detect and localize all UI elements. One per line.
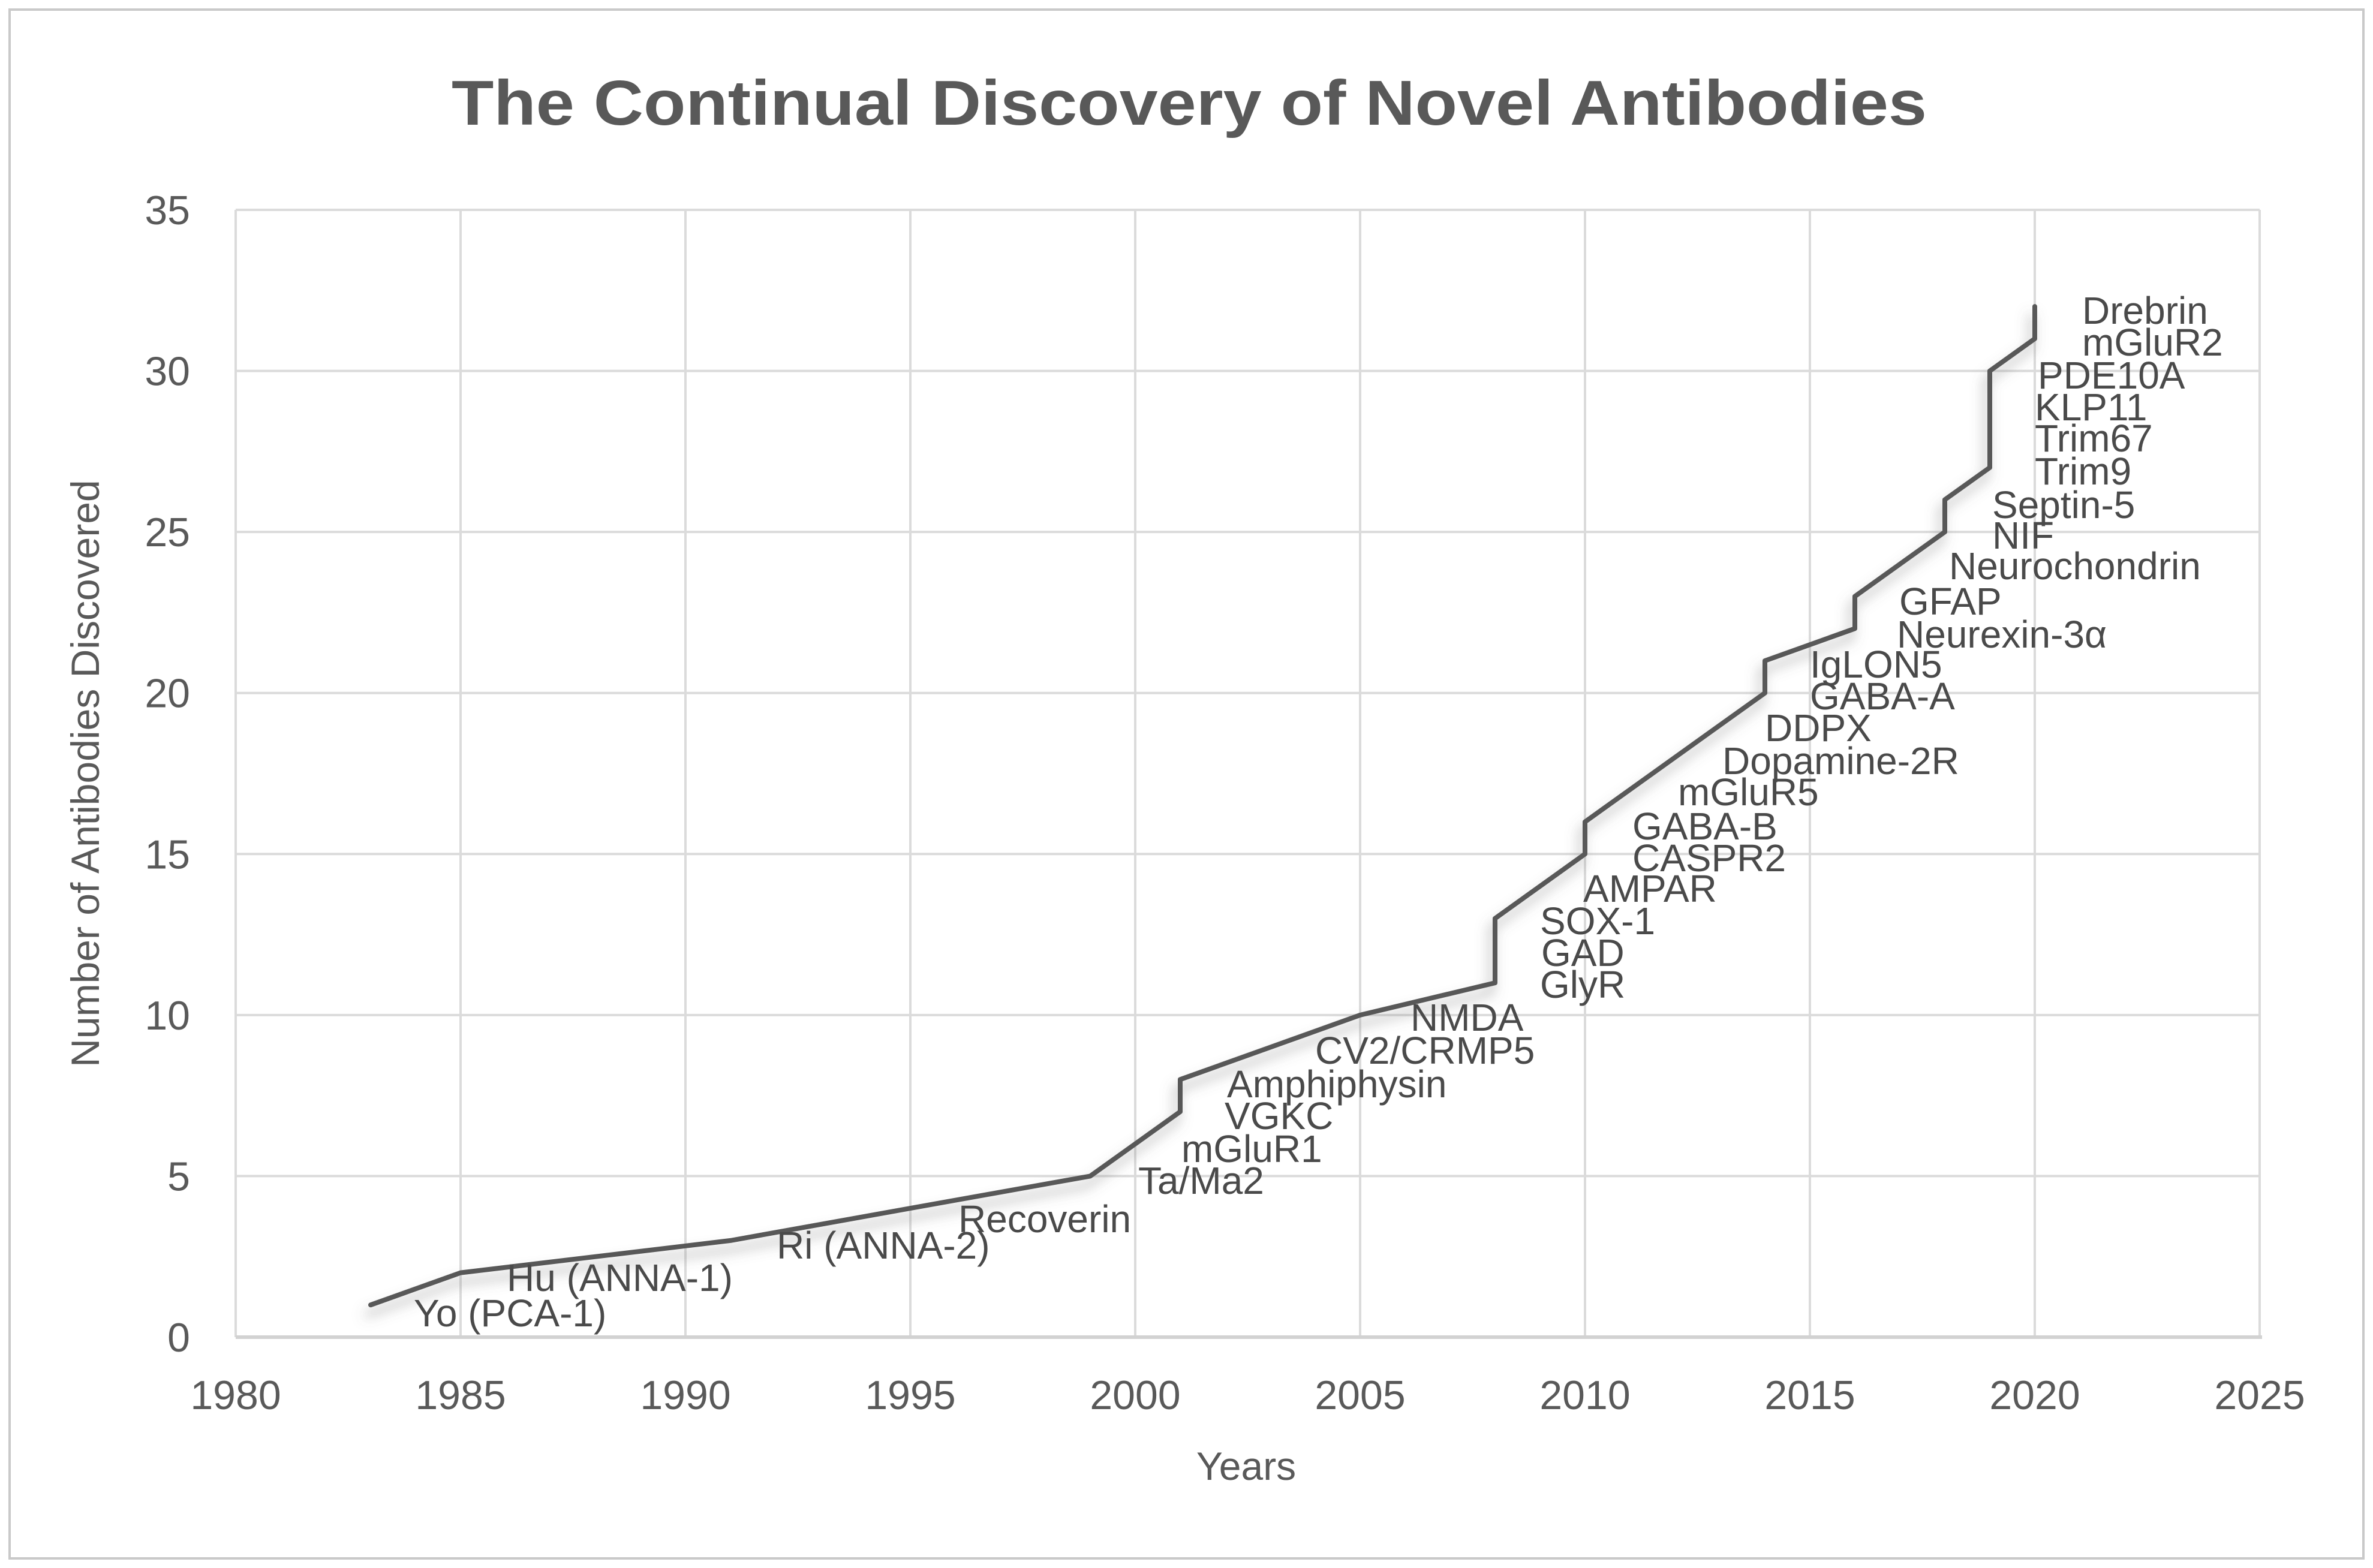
point-label: CV2/CRMP5 — [1315, 1029, 1535, 1072]
point-label: Ri (ANNA-2) — [777, 1224, 990, 1267]
y-axis-tick-labels: 0 5 10 15 20 25 30 35 — [145, 188, 190, 1361]
point-label: Neurexin-3α — [1897, 613, 2107, 656]
x-tick-label: 2010 — [1539, 1373, 1630, 1418]
x-tick-label: 2005 — [1315, 1373, 1405, 1418]
point-label: SOX-1 — [1540, 899, 1655, 943]
point-label: PDE10A — [2038, 354, 2185, 397]
y-tick-label: 25 — [145, 510, 190, 555]
point-label: AMPAR — [1583, 867, 1717, 910]
y-axis-title: Number of Antibodies Discovered — [63, 480, 107, 1067]
point-label: Dopamine-2R — [1722, 739, 1959, 783]
point-label: GFAP — [1899, 580, 2002, 623]
point-labels: Yo (PCA-1)Hu (ANNA-1) Ri (ANNA-2)Recoveri… — [414, 289, 2223, 1335]
point-label: VGKC — [1225, 1094, 1333, 1137]
x-tick-label: 2025 — [2214, 1373, 2305, 1418]
point-label: Yo (PCA-1) — [414, 1292, 606, 1335]
y-tick-label: 35 — [145, 188, 190, 233]
chart-border — [8, 8, 2365, 1560]
y-tick-label: 10 — [145, 993, 190, 1039]
point-label: Drebrin — [2082, 289, 2208, 332]
x-tick-label: 2015 — [1764, 1373, 1855, 1418]
point-label: GAD — [1541, 931, 1625, 974]
y-tick-label: 15 — [145, 832, 190, 877]
point-label: CASPR2 — [1632, 836, 1786, 880]
point-label: Neurochondrin — [1949, 544, 2201, 588]
point-label: GABA-B — [1632, 805, 1778, 848]
y-tick-label: 30 — [145, 349, 190, 395]
x-tick-label: 1980 — [190, 1373, 281, 1418]
point-label: Trim9 — [2035, 450, 2131, 493]
x-axis-title: Years — [1196, 1444, 1296, 1488]
antibody-count-line — [368, 304, 2037, 1308]
point-label: NMDA — [1410, 996, 1524, 1039]
y-tick-label: 20 — [145, 671, 190, 717]
gridlines — [234, 209, 2262, 1339]
point-label: IgLON5 — [1810, 643, 1942, 686]
point-label: Hu (ANNA-1) — [507, 1256, 733, 1299]
x-tick-label: 2020 — [1989, 1373, 2080, 1418]
point-label: GABA-A — [1810, 675, 1955, 718]
point-label: NIF — [1992, 514, 2054, 557]
point-label: mGluR5 — [1678, 771, 1819, 814]
point-label: Ta/Ma2 — [1138, 1159, 1264, 1202]
point-label: Amphiphysin — [1227, 1063, 1446, 1106]
point-label: Recoverin — [958, 1197, 1131, 1241]
point-label: KLP11 — [2035, 386, 2147, 429]
x-tick-label: 1990 — [640, 1373, 730, 1418]
point-label: DDPX — [1765, 706, 1872, 750]
x-tick-label: 1995 — [865, 1373, 955, 1418]
y-tick-label: 0 — [167, 1315, 190, 1361]
x-tick-label: 2000 — [1090, 1373, 1180, 1418]
chart-title: The Continual Discovery of Novel Antibod… — [452, 68, 1927, 139]
x-tick-label: 1985 — [415, 1373, 506, 1418]
point-label: mGluR1 — [1181, 1127, 1322, 1170]
y-tick-label: 5 — [167, 1154, 190, 1199]
point-label: mGluR2 — [2082, 321, 2223, 364]
point-label: GlyR — [1540, 963, 1625, 1006]
point-label: Septin-5 — [1992, 483, 2135, 526]
x-axis-tick-labels: 1980 1985 1990 1995 2000 2005 2010 2015 2020 2025 — [190, 1373, 2305, 1418]
point-label: Trim67 — [2035, 417, 2153, 460]
